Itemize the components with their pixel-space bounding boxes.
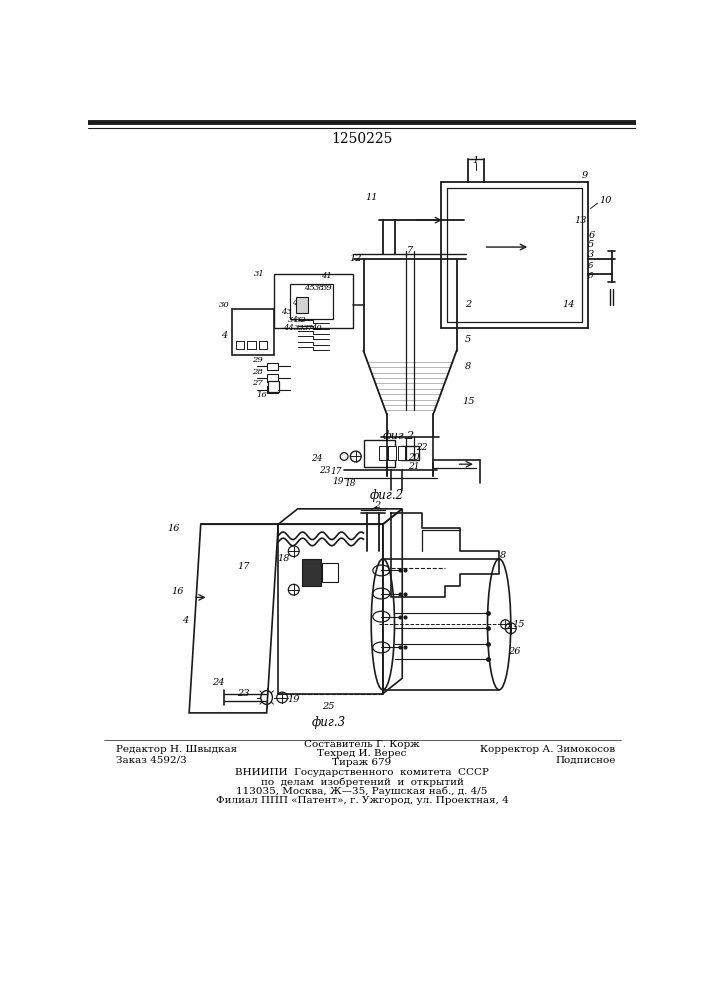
Bar [397,446,405,460]
Text: фиг.2: фиг.2 [370,489,404,502]
Bar [235,341,244,349]
Text: 45: 45 [304,284,315,292]
Text: 20: 20 [408,453,420,462]
Bar [267,386,279,393]
Text: 3: 3 [588,250,594,259]
Bar [290,284,332,319]
Text: Заказ 4592/3: Заказ 4592/3 [115,755,186,764]
Text: 5: 5 [588,240,594,249]
Text: 18: 18 [344,479,356,488]
Text: 6: 6 [589,231,595,240]
Text: 4: 4 [182,616,188,625]
Text: 16: 16 [171,587,184,596]
Text: 18: 18 [277,554,290,563]
Text: 7: 7 [407,246,413,255]
Text: Техред И. Верес: Техред И. Верес [317,749,407,758]
Text: б: б [588,262,593,270]
Bar [296,297,308,312]
Text: 4: 4 [221,331,227,340]
Text: 24: 24 [212,678,225,687]
Text: 31: 31 [254,270,264,278]
Text: 11: 11 [365,192,378,202]
Text: 113035, Москва, Ж—35, Раушская наб., д. 4/5: 113035, Москва, Ж—35, Раушская наб., д. … [236,787,488,796]
Text: 34: 34 [288,316,299,324]
Text: 15: 15 [462,397,474,406]
Text: 16: 16 [257,391,267,399]
Text: 17: 17 [331,467,342,476]
Text: 8: 8 [465,362,472,371]
Text: 2: 2 [465,300,472,309]
Bar [379,446,387,460]
Text: 40: 40 [311,324,322,332]
Text: 29: 29 [252,356,263,364]
Text: 43: 43 [281,308,291,316]
Text: 22: 22 [416,443,427,452]
Text: 23: 23 [237,689,250,698]
Text: 28: 28 [252,368,263,376]
Text: 2: 2 [373,500,380,510]
Text: 42: 42 [292,299,303,307]
Text: 9: 9 [581,171,588,180]
Bar [274,274,354,328]
Text: 17: 17 [237,562,250,571]
Text: 19: 19 [332,477,344,486]
Text: фиг.3: фиг.3 [312,716,346,729]
Text: 32: 32 [296,316,307,324]
Text: 37: 37 [303,324,314,332]
Bar [267,374,279,382]
Text: 25: 25 [322,702,335,711]
Text: ВНИИПИ  Государственного  комитета  СССР: ВНИИПИ Государственного комитета СССР [235,768,489,777]
Text: Тираж 679: Тираж 679 [332,758,392,767]
Text: 1: 1 [473,156,479,165]
Text: 21: 21 [408,462,420,471]
Text: 44: 44 [283,324,293,332]
Text: 19: 19 [288,695,300,704]
Bar [363,440,395,466]
Bar [247,341,256,349]
Bar [259,341,267,349]
Text: 8: 8 [500,551,506,560]
Text: 15: 15 [513,620,525,629]
Text: 12: 12 [349,254,362,263]
Text: 24: 24 [311,454,323,463]
Text: 41: 41 [321,272,332,280]
Text: 10: 10 [599,196,612,205]
Text: Филиал ППП «Патент», г. Ужгород, ул. Проектная, 4: Филиал ППП «Патент», г. Ужгород, ул. Про… [216,796,508,805]
Bar [301,559,321,586]
Text: 16: 16 [168,524,180,533]
Text: Корректор А. Зимокосов: Корректор А. Зимокосов [480,745,615,754]
Text: 39: 39 [322,284,332,292]
Bar [268,381,279,392]
Text: 30: 30 [218,301,229,309]
Text: Подписное: Подписное [555,755,615,764]
Text: Редактор Н. Швыдкая: Редактор Н. Швыдкая [115,745,237,754]
Text: 23: 23 [319,466,330,475]
Bar [388,446,396,460]
Text: 33: 33 [294,324,305,332]
Bar [401,446,419,460]
Bar [322,563,338,582]
Text: 13: 13 [574,216,587,225]
Text: б: б [588,272,593,280]
Text: 1250225: 1250225 [332,132,392,146]
Bar [232,309,274,355]
Text: 14: 14 [563,300,575,309]
Text: 27: 27 [252,379,263,387]
Text: 26: 26 [508,647,521,656]
Bar [267,363,279,370]
Text: Составитель Г. Корж: Составитель Г. Корж [304,740,420,749]
Text: фиг.2: фиг.2 [383,430,415,441]
Text: 38: 38 [314,284,325,292]
Text: 5: 5 [465,335,472,344]
Text: по  делам  изобретений  и  открытий: по делам изобретений и открытий [260,777,463,787]
